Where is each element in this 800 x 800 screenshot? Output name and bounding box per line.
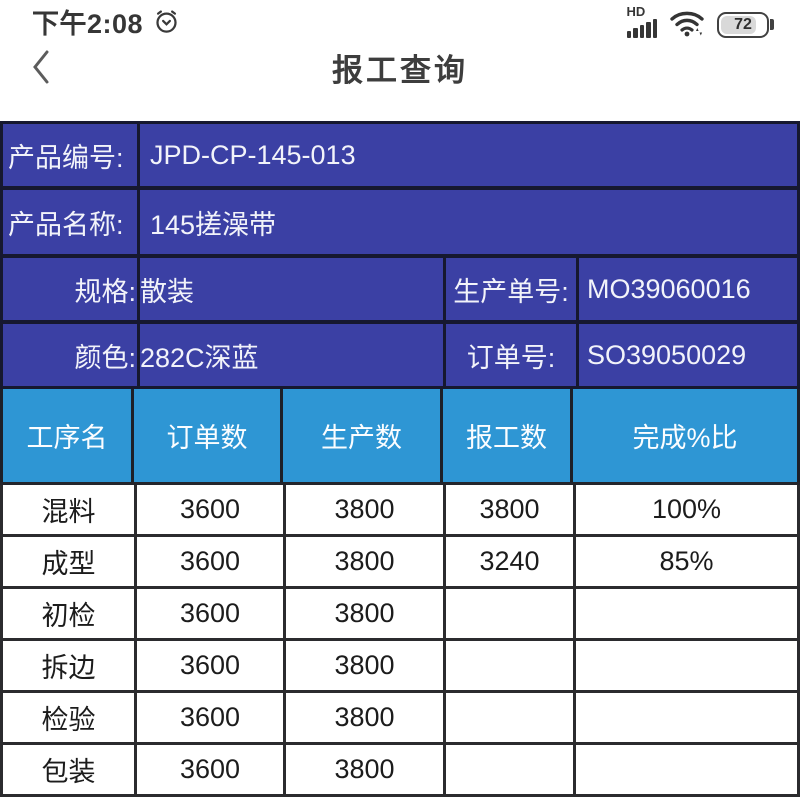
mo-value: MO39060016	[579, 258, 797, 320]
clock-time: 下午2:08	[32, 8, 144, 39]
battery-icon: 72	[717, 11, 774, 38]
process-name-cell: 成型	[3, 537, 137, 586]
color-label: 颜色:	[3, 324, 137, 386]
product-name-row: 产品名称: 145搓澡带	[3, 190, 797, 254]
reported-qty-cell	[446, 745, 576, 794]
header-completion-pct: 完成%比	[573, 389, 800, 482]
order-qty-cell: 3600	[137, 641, 286, 690]
reported-qty-cell	[446, 693, 576, 742]
header-process-name: 工序名	[0, 389, 134, 482]
process-name-cell: 拆边	[3, 641, 137, 690]
reported-qty-cell: 3240	[446, 537, 576, 586]
production-qty-cell: 3800	[286, 693, 446, 742]
alarm-clock-icon	[153, 8, 180, 35]
header-order-qty: 订单数	[134, 389, 283, 482]
product-name-label: 产品名称:	[3, 190, 137, 254]
table-row: 检验 3600 3800	[3, 693, 797, 745]
nav-bar: 报工查询	[0, 36, 800, 98]
table-row: 包装 3600 3800	[3, 745, 797, 797]
battery-percent: 72	[734, 15, 752, 33]
so-value: SO39050029	[579, 324, 797, 386]
production-qty-cell: 3800	[286, 745, 446, 794]
battery-fill	[721, 15, 756, 34]
spec-label: 规格:	[3, 258, 137, 320]
reported-qty-cell: 3800	[446, 485, 576, 534]
table-row: 拆边 3600 3800	[3, 641, 797, 693]
spec-value: 散装	[140, 258, 443, 320]
order-qty-cell: 3600	[137, 485, 286, 534]
completion-pct-cell	[576, 693, 797, 742]
mo-label: 生产单号:	[446, 258, 576, 320]
completion-pct-cell	[576, 589, 797, 638]
process-name-cell: 检验	[3, 693, 137, 742]
order-qty-cell: 3600	[137, 693, 286, 742]
product-info-panel: 产品编号: JPD-CP-145-013 产品名称: 145搓澡带 规格: 散装…	[0, 121, 800, 389]
back-button[interactable]	[22, 48, 60, 86]
completion-pct-cell: 85%	[659, 546, 714, 576]
product-code-label: 产品编号:	[3, 124, 137, 186]
hd-badge: HD	[626, 3, 646, 19]
completion-pct-cell	[576, 641, 797, 690]
production-qty-cell: 3800	[286, 641, 446, 690]
color-so-row: 颜色: 282C深蓝 订单号: SO39050029	[3, 324, 797, 386]
process-name-cell: 混料	[3, 485, 137, 534]
production-qty-cell: 3800	[286, 537, 446, 586]
production-qty-cell: 3800	[286, 589, 446, 638]
header-reported-qty: 报工数	[443, 389, 573, 482]
production-qty-cell: 3800	[286, 485, 446, 534]
product-code-row: 产品编号: JPD-CP-145-013	[3, 124, 797, 186]
order-qty-cell: 3600	[137, 745, 286, 794]
cellular-signal-icon: HD	[626, 3, 657, 38]
spec-mo-row: 规格: 散装 生产单号: MO39060016	[3, 258, 797, 320]
page-title: 报工查询	[332, 52, 468, 88]
completion-pct-cell: 100%	[651, 494, 722, 524]
status-bar: 下午2:08 HD	[0, 0, 800, 39]
completion-pct-cell	[576, 745, 797, 794]
process-name-cell: 包装	[3, 745, 137, 794]
order-qty-cell: 3600	[137, 589, 286, 638]
table-row: 成型 3600 3800 3240 85%	[3, 537, 797, 589]
table-row: 初检 3600 3800	[3, 589, 797, 641]
reported-qty-cell	[446, 641, 576, 690]
process-name-cell: 初检	[3, 589, 137, 638]
product-code-value: JPD-CP-145-013	[140, 124, 797, 186]
header-production-qty: 生产数	[283, 389, 443, 482]
order-qty-cell: 3600	[137, 537, 286, 586]
chevron-left-icon	[29, 48, 53, 86]
so-label: 订单号:	[446, 324, 576, 386]
table-row: 混料 3600 3800 3800 100%	[3, 485, 797, 537]
process-table-header: 工序名 订单数 生产数 报工数 完成%比	[0, 389, 800, 485]
product-name-value: 145搓澡带	[140, 190, 797, 254]
reported-qty-cell	[446, 589, 576, 638]
color-value: 282C深蓝	[140, 324, 443, 386]
wifi-icon	[669, 9, 705, 38]
process-table-body: 混料 3600 3800 3800 100% 成型 3600 3800 3240…	[0, 485, 800, 797]
